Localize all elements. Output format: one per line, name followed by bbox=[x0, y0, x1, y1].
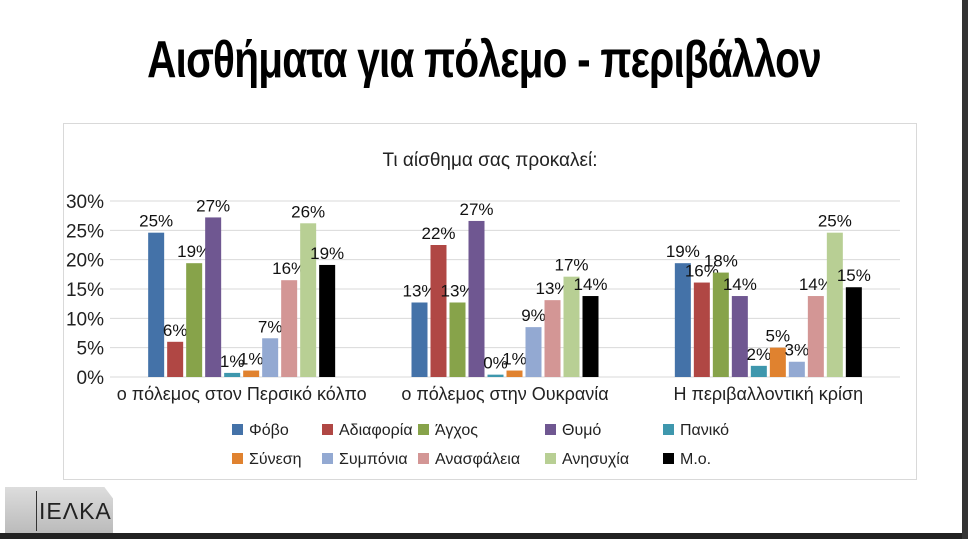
ielka-logo: ΙΕΛΚΑ bbox=[5, 487, 113, 533]
bar-7-1 bbox=[544, 300, 561, 377]
bar-6-1 bbox=[525, 327, 542, 377]
bar-2-0 bbox=[186, 263, 203, 377]
chart-title: Τι αίσθημα σας προκαλεί: bbox=[382, 150, 597, 171]
data-label: 0% bbox=[483, 354, 508, 373]
legend-label: Μ.ο. bbox=[680, 451, 711, 468]
legend-label: Ανησυχία bbox=[562, 451, 629, 468]
bar-0-1 bbox=[411, 302, 428, 377]
y-tick-label: 10% bbox=[66, 309, 104, 330]
data-label: 16% bbox=[272, 259, 306, 278]
data-label: 17% bbox=[554, 256, 588, 275]
bar-1-2 bbox=[693, 282, 710, 377]
data-label: 13% bbox=[535, 279, 569, 298]
data-label: 19% bbox=[177, 242, 211, 261]
bar-4-1 bbox=[487, 374, 504, 377]
bar-8-0 bbox=[300, 223, 317, 377]
data-label: 5% bbox=[766, 327, 791, 346]
data-label: 27% bbox=[196, 196, 230, 215]
slide-title: Αισθήματα για πόλεμο - περιβάλλον bbox=[147, 31, 822, 89]
y-tick-label: 25% bbox=[66, 221, 104, 242]
legend-swatch bbox=[545, 424, 556, 435]
legend-label: Αδιαφορία bbox=[339, 422, 413, 439]
legend-swatch bbox=[663, 453, 674, 464]
data-label: 22% bbox=[421, 224, 455, 243]
legend-label: Άγχος bbox=[435, 422, 478, 439]
data-label: 2% bbox=[747, 345, 772, 364]
data-label: 1% bbox=[502, 350, 527, 369]
legend-swatch bbox=[663, 424, 674, 435]
legend-label: Συμπόνια bbox=[339, 451, 408, 468]
data-label: 1% bbox=[239, 350, 264, 369]
data-label: 26% bbox=[291, 202, 325, 221]
data-label: 16% bbox=[685, 262, 719, 281]
legend-swatch bbox=[545, 453, 556, 464]
data-label: 18% bbox=[704, 252, 738, 271]
y-tick-label: 15% bbox=[66, 280, 104, 301]
logo-text: ΙΕΛΚΑ bbox=[39, 498, 112, 524]
legend-label: Φόβο bbox=[249, 422, 289, 439]
chart-frame bbox=[63, 123, 917, 480]
x-category-label: Η περιβαλλοντική κρίση bbox=[673, 384, 863, 404]
bar-1-0 bbox=[167, 341, 184, 377]
legend-label: Θυμό bbox=[562, 422, 601, 439]
bar-0-0 bbox=[148, 232, 165, 377]
legend-swatch bbox=[322, 453, 333, 464]
data-label: 3% bbox=[785, 341, 810, 360]
data-label: 19% bbox=[310, 244, 344, 263]
right-border bbox=[962, 0, 968, 539]
bar-9-0 bbox=[319, 264, 336, 377]
bar-8-1 bbox=[563, 276, 580, 377]
data-label: 25% bbox=[139, 212, 173, 231]
data-label: 27% bbox=[459, 200, 493, 219]
legend-swatch bbox=[232, 453, 243, 464]
bar-5-0 bbox=[243, 370, 260, 377]
bar-7-0 bbox=[281, 280, 298, 377]
bar-2-2 bbox=[712, 272, 729, 377]
data-label: 14% bbox=[799, 275, 833, 294]
data-label: 15% bbox=[837, 266, 871, 285]
legend-label: Πανικό bbox=[680, 422, 729, 439]
x-category-label: ο πόλεμος στην Ουκρανία bbox=[401, 384, 608, 404]
bar-3-1 bbox=[468, 220, 485, 377]
data-label: 6% bbox=[163, 321, 188, 340]
data-label: 13% bbox=[440, 281, 474, 300]
legend-swatch bbox=[418, 453, 429, 464]
bar-1-1 bbox=[430, 245, 447, 377]
y-tick-label: 0% bbox=[77, 368, 105, 389]
bar-0-2 bbox=[674, 263, 691, 377]
bar-5-1 bbox=[506, 370, 523, 377]
bar-6-2 bbox=[788, 361, 805, 377]
bar-5-2 bbox=[769, 347, 786, 377]
legend-swatch bbox=[418, 424, 429, 435]
y-tick-label: 20% bbox=[66, 251, 104, 272]
bar-3-2 bbox=[731, 296, 748, 377]
bar-6-0 bbox=[262, 338, 279, 377]
y-tick-label: 5% bbox=[77, 339, 105, 360]
bar-3-0 bbox=[205, 217, 222, 377]
data-label: 1% bbox=[220, 352, 245, 371]
y-tick-label: 30% bbox=[66, 192, 104, 213]
legend-label: Σύνεση bbox=[249, 451, 302, 468]
bar-4-0 bbox=[224, 372, 241, 377]
bar-7-2 bbox=[807, 296, 824, 377]
legend-label: Ανασφάλεια bbox=[435, 451, 520, 468]
legend-swatch bbox=[232, 424, 243, 435]
bar-8-2 bbox=[826, 232, 843, 377]
x-category-label: ο πόλεμος στον Περσικό κόλπο bbox=[117, 384, 367, 404]
legend-swatch bbox=[322, 424, 333, 435]
bar-2-1 bbox=[449, 302, 466, 377]
data-label: 25% bbox=[818, 212, 852, 231]
bar-4-2 bbox=[750, 365, 767, 377]
bottom-border bbox=[0, 533, 968, 539]
bar-9-1 bbox=[582, 296, 599, 377]
bar-9-2 bbox=[845, 287, 862, 377]
data-label: 13% bbox=[402, 281, 436, 300]
data-label: 19% bbox=[666, 242, 700, 261]
data-label: 14% bbox=[573, 275, 607, 294]
data-label: 9% bbox=[521, 306, 546, 325]
data-label: 7% bbox=[258, 317, 283, 336]
data-label: 14% bbox=[723, 275, 757, 294]
